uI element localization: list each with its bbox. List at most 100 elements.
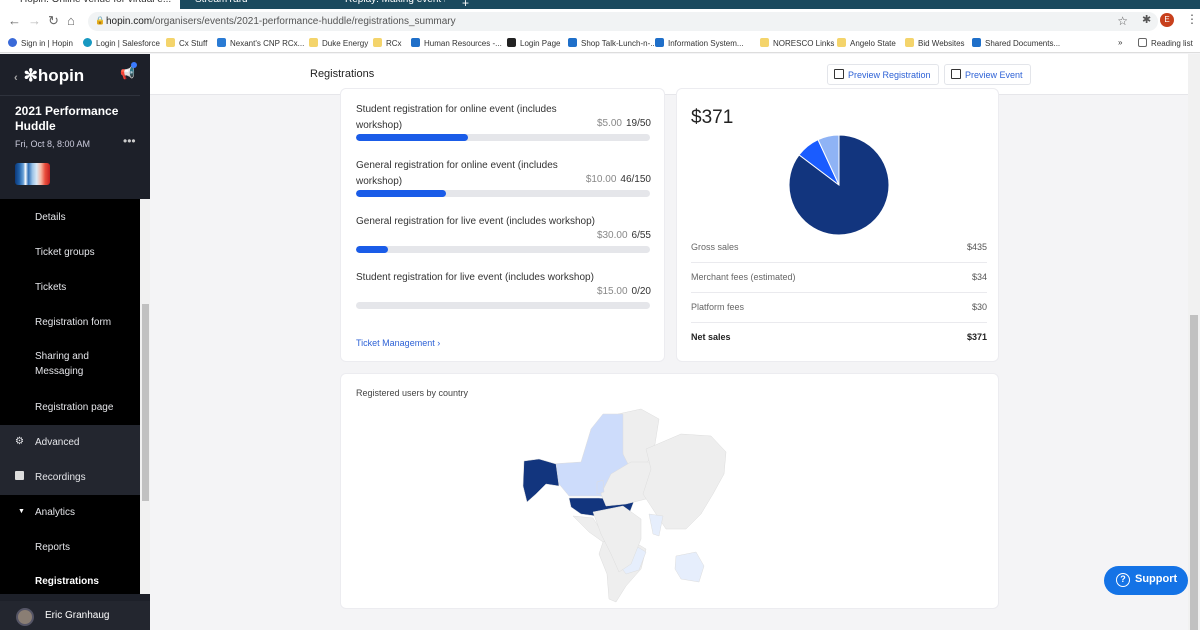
reload-icon[interactable]: ↻ xyxy=(48,13,59,28)
bookmark[interactable]: Cx Stuff xyxy=(166,38,207,48)
bookmark-label: Nexant's CNP RCx... xyxy=(230,39,305,48)
sales-row: Merchant fees (estimated) $34 xyxy=(691,263,987,293)
sales-row-label: Merchant fees (estimated) xyxy=(691,272,796,282)
world-map xyxy=(522,408,727,603)
preview-event-button[interactable]: Preview Event xyxy=(944,64,1031,85)
event-date: Fri, Oct 8, 8:00 AM xyxy=(15,139,91,149)
home-icon[interactable]: ⌂ xyxy=(67,13,75,28)
hopin-logo[interactable]: ‹ ✻hopin xyxy=(14,66,84,86)
ticket-progress-fill xyxy=(356,246,389,253)
sidebar: ‹ ✻hopin 📢 2021 Performance Huddle Fri, O… xyxy=(0,54,150,630)
logo-text: hopin xyxy=(37,66,85,85)
back-icon[interactable]: ← xyxy=(8,13,21,28)
ticket-price: $5.00 xyxy=(596,118,622,129)
bookmark[interactable]: Nexant's CNP RCx... xyxy=(217,38,304,48)
external-link-icon xyxy=(834,69,844,79)
bookmark-label: Cx Stuff xyxy=(179,39,208,48)
bookmark[interactable]: Information System... xyxy=(655,38,744,48)
sidebar-item-registration-page[interactable]: Registration page xyxy=(35,402,114,413)
sales-card: $371 Gross sales $435 Merchant fees (estim… xyxy=(676,88,999,362)
browser-tab[interactable]: StreamYard xyxy=(175,0,285,9)
bookmark[interactable]: Sign in | Hopin xyxy=(8,38,73,48)
page-scrollbar-thumb[interactable] xyxy=(1190,315,1198,630)
sidebar-item-registrations[interactable]: Registrations xyxy=(35,576,99,587)
sidebar-item-advanced[interactable]: Advanced xyxy=(35,437,80,448)
bookmark-label: Shared Documents... xyxy=(985,39,1061,48)
ticket-management-label: Ticket Management xyxy=(356,338,435,348)
bookmark[interactable]: NORESCO Links xyxy=(760,38,834,48)
bookmark-label: Login Page xyxy=(520,39,561,48)
bookmark-label: Human Resources -... xyxy=(424,39,502,48)
bookmark[interactable]: RCx xyxy=(373,38,402,48)
page-header: Registrations Preview Registration Previ… xyxy=(150,54,1188,95)
new-tab-button[interactable]: + xyxy=(462,0,470,10)
user-profile[interactable]: Eric Granhaug xyxy=(0,601,150,630)
page-title: Registrations xyxy=(310,68,375,80)
star-icon[interactable]: ☆ xyxy=(1117,14,1128,28)
sidebar-item-sharing-messaging[interactable]: Sharing and Messaging xyxy=(35,351,89,377)
preview-registration-button[interactable]: Preview Registration xyxy=(827,64,939,85)
bookmark-label: Bid Websites xyxy=(918,39,965,48)
sidebar-item-registration-form[interactable]: Registration form xyxy=(35,317,112,328)
ticket-progress-bar xyxy=(356,134,650,141)
bookmark[interactable]: Bid Websites xyxy=(905,38,965,48)
ticket-progress-bar xyxy=(356,190,650,197)
sidebar-scrollbar-thumb[interactable] xyxy=(142,304,149,501)
notification-dot xyxy=(131,62,137,68)
back-chevron-icon[interactable]: ‹ xyxy=(14,72,18,84)
ticket-price: $30.00 xyxy=(596,230,628,241)
sidebar-item-ticket-groups[interactable]: Ticket groups xyxy=(35,247,95,258)
bookmark[interactable]: Angelo State xyxy=(837,38,896,48)
more-bookmarks-icon[interactable]: » xyxy=(1118,38,1123,47)
ticket-sold: 6/55 xyxy=(631,230,651,241)
reading-list[interactable]: Reading list xyxy=(1138,38,1193,48)
megaphone-icon[interactable]: 📢 xyxy=(120,66,135,80)
support-label: Support xyxy=(1135,573,1178,585)
sidebar-item-analytics[interactable]: Analytics xyxy=(35,507,76,518)
url-input[interactable]: 🔒 hopin.com/organisers/events/2021-perfor… xyxy=(88,12,1158,31)
profile-avatar[interactable]: E xyxy=(1160,13,1174,27)
map-alaska xyxy=(522,458,560,503)
bookmark-label: NORESCO Links xyxy=(773,39,835,48)
bookmark-label: Login | Salesforce xyxy=(96,39,160,48)
sales-row-value: $30 xyxy=(971,302,987,312)
bookmark[interactable]: Login | Salesforce xyxy=(83,38,160,48)
preview-event-label: Preview Event xyxy=(965,70,1023,80)
ticket-meta: $30.00 6/55 xyxy=(597,230,651,241)
sales-row-label: Net sales xyxy=(691,332,731,342)
browser-tab[interactable]: Hopin: Online venue for virtual e... xyxy=(0,0,180,9)
sidebar-item-details[interactable]: Details xyxy=(35,212,66,223)
bookmark[interactable]: Shared Documents... xyxy=(972,38,1060,48)
ticket-meta: $10.00 46/150 xyxy=(586,174,651,185)
sidebar-header: ‹ ✻hopin 📢 2021 Performance Huddle Fri, O… xyxy=(0,54,140,198)
caret-down-icon: ▼ xyxy=(18,508,25,515)
ticket-name: Student registration for online event (i… xyxy=(356,104,557,131)
bookmark-label: Information System... xyxy=(668,39,744,48)
menu-icon[interactable]: ⋮ xyxy=(1186,12,1198,26)
sales-row: Gross sales $435 xyxy=(691,233,987,263)
sidebar-item-tickets[interactable]: Tickets xyxy=(35,282,67,293)
support-button[interactable]: ? Support xyxy=(1104,566,1188,595)
ticket-meta: $15.00 0/20 xyxy=(597,286,651,297)
preview-registration-label: Preview Registration xyxy=(848,70,931,80)
ticket-row: General registration for online event (i… xyxy=(341,158,666,208)
map-africa xyxy=(592,505,642,573)
browser-tab[interactable]: Replay: Making event recordings... xyxy=(325,0,445,9)
bookmark[interactable]: Shop Talk-Lunch-n-... xyxy=(568,38,657,48)
forward-icon[interactable]: → xyxy=(28,13,41,28)
sidebar-item-reports[interactable]: Reports xyxy=(35,542,71,553)
bookmark[interactable]: Login Page xyxy=(507,38,560,48)
bookmark-label: Shop Talk-Lunch-n-... xyxy=(581,39,657,48)
bookmark-label: Duke Energy xyxy=(322,39,369,48)
sidebar-item-recordings[interactable]: Recordings xyxy=(35,472,86,483)
bookmark[interactable]: Human Resources -... xyxy=(411,38,502,48)
ticket-progress-bar xyxy=(356,246,650,253)
help-icon: ? xyxy=(1116,573,1130,587)
extensions-icon[interactable]: ✱ xyxy=(1142,14,1152,26)
ticket-price: $10.00 xyxy=(585,174,617,185)
sales-row-value: $371 xyxy=(966,332,987,342)
more-options-icon[interactable]: ••• xyxy=(123,134,136,148)
ticket-management-link[interactable]: Ticket Management › xyxy=(356,338,440,348)
sales-row-label: Gross sales xyxy=(691,242,739,252)
bookmark[interactable]: Duke Energy xyxy=(309,38,368,48)
